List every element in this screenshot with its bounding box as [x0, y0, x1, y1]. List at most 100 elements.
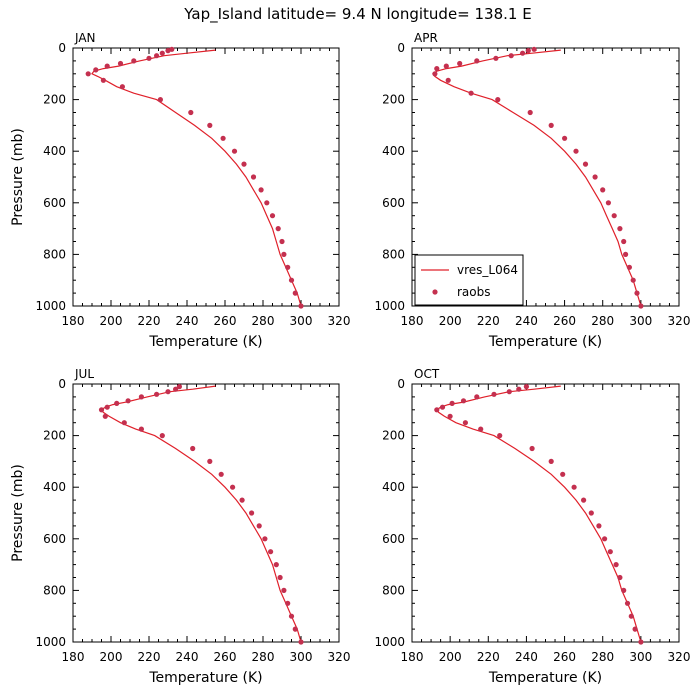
series-point-raobs [100, 77, 106, 83]
x-tick-label: 280 [591, 650, 614, 664]
series-point-raobs [98, 407, 105, 413]
series-point-raobs [93, 67, 99, 73]
series-point-raobs [613, 562, 619, 568]
legend-box [414, 254, 524, 306]
y-tick-label: 1000 [374, 299, 405, 313]
y-tick-label: 1000 [35, 635, 66, 649]
series-point-raobs [154, 53, 160, 59]
x-tick-label: 280 [252, 650, 275, 664]
series-point-raobs [241, 161, 247, 167]
x-tick-label: 320 [668, 314, 691, 328]
series-point-raobs [275, 226, 281, 232]
series-line-vres-l064 [435, 385, 642, 643]
series-point-raobs [602, 536, 608, 542]
plot-frame [72, 47, 340, 307]
y-tick-label: 0 [58, 41, 66, 55]
series-point-raobs [596, 523, 602, 529]
y-tick-label: 800 [43, 247, 66, 261]
series-point-raobs [230, 484, 236, 490]
series-point-raobs [548, 458, 554, 464]
y-tick-label: 400 [43, 144, 66, 158]
series-point-raobs [207, 122, 213, 128]
x-tick-label: 180 [401, 650, 424, 664]
y-tick-label: 0 [397, 41, 405, 55]
series-point-raobs [434, 66, 440, 72]
series-point-raobs [288, 277, 295, 283]
x-tick-label: 240 [176, 650, 199, 664]
series-point-raobs [131, 58, 137, 64]
series-point-raobs [626, 264, 633, 270]
series-point-raobs [520, 50, 526, 56]
series-point-raobs [159, 50, 165, 56]
series-point-raobs [529, 445, 535, 452]
y-tick-label: 600 [43, 196, 66, 210]
x-tick-label: 280 [252, 314, 275, 328]
x-tick-label: 180 [62, 650, 85, 664]
legend-marker-swatch [432, 289, 438, 295]
series-point-raobs [638, 303, 644, 309]
series-point-raobs [268, 549, 274, 555]
series-point-raobs [508, 53, 514, 59]
panel-label: OCT [414, 367, 440, 381]
series-point-raobs [478, 426, 484, 432]
series-point-raobs [600, 187, 606, 193]
series-point-raobs [114, 400, 120, 406]
series-point-raobs [279, 238, 285, 245]
series-point-raobs [605, 200, 612, 206]
series-point-raobs [165, 389, 171, 395]
x-axis-title: Temperature (K) [148, 334, 262, 350]
y-tick-label: 200 [382, 93, 405, 107]
series-point-raobs [624, 600, 631, 606]
y-tick-label: 200 [43, 429, 66, 443]
series-point-raobs [146, 55, 152, 61]
series-point-raobs [617, 574, 623, 581]
x-tick-label: 200 [439, 650, 462, 664]
series-point-raobs [104, 63, 110, 69]
x-tick-label: 320 [668, 650, 691, 664]
series-point-raobs [582, 161, 589, 167]
series-point-raobs [573, 148, 579, 154]
plot-frame [411, 383, 680, 643]
series-point-raobs [169, 46, 175, 52]
x-tick-label: 200 [439, 314, 462, 328]
legend-label-obs: raobs [457, 285, 491, 299]
series-point-raobs [523, 384, 530, 390]
series-point-raobs [460, 398, 467, 404]
x-tick-label: 320 [328, 650, 351, 664]
series-point-raobs [607, 549, 613, 555]
series-point-raobs [157, 97, 163, 103]
y-tick-label: 1000 [35, 299, 66, 313]
series-point-raobs [298, 639, 304, 645]
x-tick-label: 220 [138, 650, 161, 664]
y-tick-label: 800 [43, 583, 66, 597]
y-tick-label: 1000 [374, 635, 405, 649]
series-point-raobs [516, 386, 522, 392]
y-tick-label: 400 [382, 480, 405, 494]
x-tick-label: 280 [591, 314, 614, 328]
series-point-raobs [491, 391, 497, 397]
series-point-raobs [159, 433, 165, 439]
x-tick-label: 300 [290, 650, 313, 664]
series-point-raobs [281, 251, 287, 257]
series-point-raobs [121, 420, 127, 426]
series-point-raobs [581, 497, 587, 503]
y-tick-label: 200 [43, 93, 66, 107]
x-tick-label: 240 [515, 314, 538, 328]
y-tick-label: 400 [382, 144, 405, 158]
series-point-raobs [474, 394, 480, 400]
series-point-raobs [220, 135, 226, 141]
x-tick-label: 240 [176, 314, 199, 328]
series-point-raobs [634, 290, 640, 296]
y-tick-label: 400 [43, 480, 66, 494]
series-point-raobs [231, 148, 238, 154]
chart-panel-apr: 180 200 220 240 260 280 300 320 0 200 400 600 800 100… [374, 31, 690, 350]
series-point-raobs [638, 639, 644, 645]
series-point-raobs [190, 445, 196, 452]
x-axis-title: Temperature (K) [148, 670, 262, 686]
panels: 180 200 220 240 260 280 300 320 0 200 400 600 800 100… [10, 31, 690, 686]
panel-label: JAN [74, 31, 96, 45]
panel-label: APR [414, 31, 438, 45]
series-point-raobs [449, 400, 455, 406]
x-tick-label: 200 [100, 314, 123, 328]
